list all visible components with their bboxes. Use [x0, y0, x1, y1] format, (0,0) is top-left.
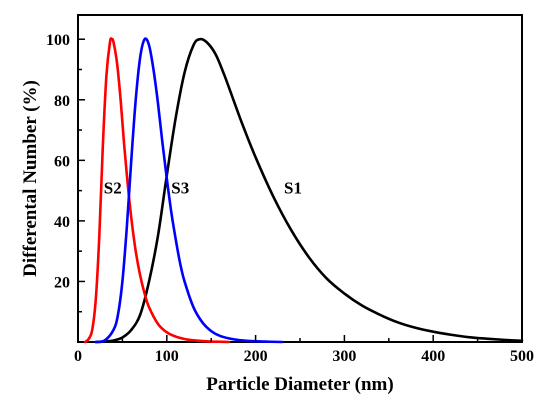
x-tick-label: 0	[74, 348, 82, 365]
series-s2-label: S2	[104, 179, 122, 198]
x-axis-title: Particle Diameter (nm)	[206, 374, 393, 395]
series-layer: S1 S2 S3	[83, 37, 524, 344]
y-axis-title: Differental Number (%)	[20, 80, 41, 277]
x-tick-label: 200	[244, 348, 268, 365]
y-tick-label: 60	[54, 153, 70, 170]
x-tick-label: 500	[510, 348, 534, 365]
series-s3-label: S3	[171, 179, 189, 198]
series-s1-label: S1	[284, 179, 302, 198]
x-tick-label: 400	[421, 348, 445, 365]
series-s1-line	[94, 37, 524, 344]
series-s3-line	[94, 37, 284, 344]
y-tick-label: 100	[46, 32, 70, 49]
x-tick-label: 100	[155, 348, 179, 365]
y-tick-label: 40	[54, 214, 70, 231]
y-tick-label: 80	[54, 93, 70, 110]
ticks-layer: 0 100 200 300 400 500 20 40 60 80 100	[46, 32, 534, 365]
y-tick-label: 20	[54, 274, 70, 291]
x-tick-label: 300	[332, 348, 356, 365]
